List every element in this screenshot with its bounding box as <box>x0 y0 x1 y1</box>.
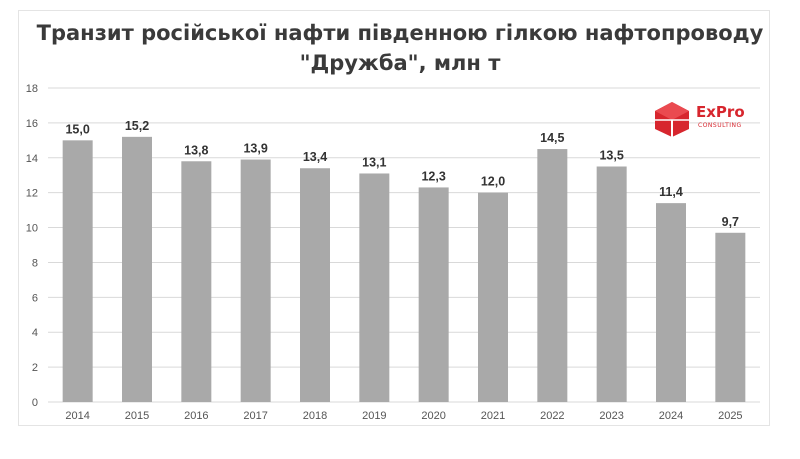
x-tick-label-2017: 2017 <box>243 410 267 422</box>
data-label-2018: 13,4 <box>303 150 327 164</box>
bar-2024 <box>656 203 686 402</box>
x-tick-label-2024: 2024 <box>659 410 683 422</box>
bar-2016 <box>181 161 212 402</box>
x-tick-label-2025: 2025 <box>718 410 742 422</box>
data-label-2014: 15,0 <box>65 122 89 136</box>
x-tick-label-2014: 2014 <box>65 410 89 422</box>
x-tick-label-2020: 2020 <box>421 410 445 422</box>
x-tick-label-2018: 2018 <box>303 410 327 422</box>
y-axis-ticks: 0 2 4 6 8 10 12 14 16 18 <box>26 83 38 409</box>
bar-2018 <box>300 168 330 402</box>
data-label-2025: 9,7 <box>722 215 739 229</box>
x-tick-label-2022: 2022 <box>540 410 564 422</box>
x-tick-label-2015: 2015 <box>125 410 149 422</box>
y-tick-label: 4 <box>32 327 38 339</box>
data-label-2024: 11,4 <box>659 185 683 199</box>
bar-2021 <box>478 192 508 402</box>
y-tick-label: 6 <box>32 292 38 304</box>
y-tick-label: 16 <box>26 118 38 130</box>
y-tick-label: 0 <box>32 397 38 409</box>
y-tick-label: 12 <box>26 188 38 200</box>
data-label-2023: 13,5 <box>599 149 623 163</box>
data-label-2019: 13,1 <box>362 155 386 169</box>
bar-2019 <box>359 173 390 402</box>
data-labels: 15,0 15,2 13,8 13,9 13,4 13,1 12,3 12,0 14,5 13,5… <box>65 119 739 229</box>
data-label-2015: 15,2 <box>125 119 149 133</box>
expro-logo: ExPro CONSULTING <box>652 100 762 140</box>
y-tick-label: 18 <box>26 83 38 95</box>
y-tick-label: 2 <box>32 362 38 374</box>
data-label-2017: 13,9 <box>243 142 267 156</box>
expro-logo-icon <box>655 102 689 137</box>
chart-title-line-1: Транзит російської нафти південною гілко… <box>36 21 764 45</box>
logo-subtitle: CONSULTING <box>698 122 742 129</box>
x-tick-label-2019: 2019 <box>362 410 386 422</box>
x-axis-ticks: 2014 2015 2016 2017 2018 2019 2020 2021 2022 2023… <box>65 410 742 422</box>
chart-title: Транзит російської нафти південною гілко… <box>0 18 800 78</box>
logo-name: ExPro <box>696 103 745 121</box>
y-tick-label: 14 <box>26 153 38 165</box>
y-tick-label: 10 <box>26 223 38 235</box>
bar-2020 <box>418 187 449 402</box>
chart-title-line-2: "Дружба", млн т <box>299 51 501 75</box>
bar-2025 <box>715 232 746 402</box>
grid-lines <box>48 87 760 403</box>
data-label-2020: 12,3 <box>421 169 445 183</box>
bar-2017 <box>240 159 271 402</box>
x-tick-label-2023: 2023 <box>599 410 623 422</box>
bar-2015 <box>122 136 152 402</box>
bars <box>62 136 746 403</box>
x-tick-label-2016: 2016 <box>184 410 208 422</box>
data-label-2022: 14,5 <box>540 131 564 145</box>
bar-2022 <box>537 149 568 402</box>
data-label-2016: 13,8 <box>184 143 208 157</box>
y-tick-label: 8 <box>32 257 38 269</box>
bar-2014 <box>62 140 93 403</box>
bar-2023 <box>596 166 627 402</box>
data-label-2021: 12,0 <box>481 175 505 189</box>
x-tick-label-2021: 2021 <box>481 410 505 422</box>
